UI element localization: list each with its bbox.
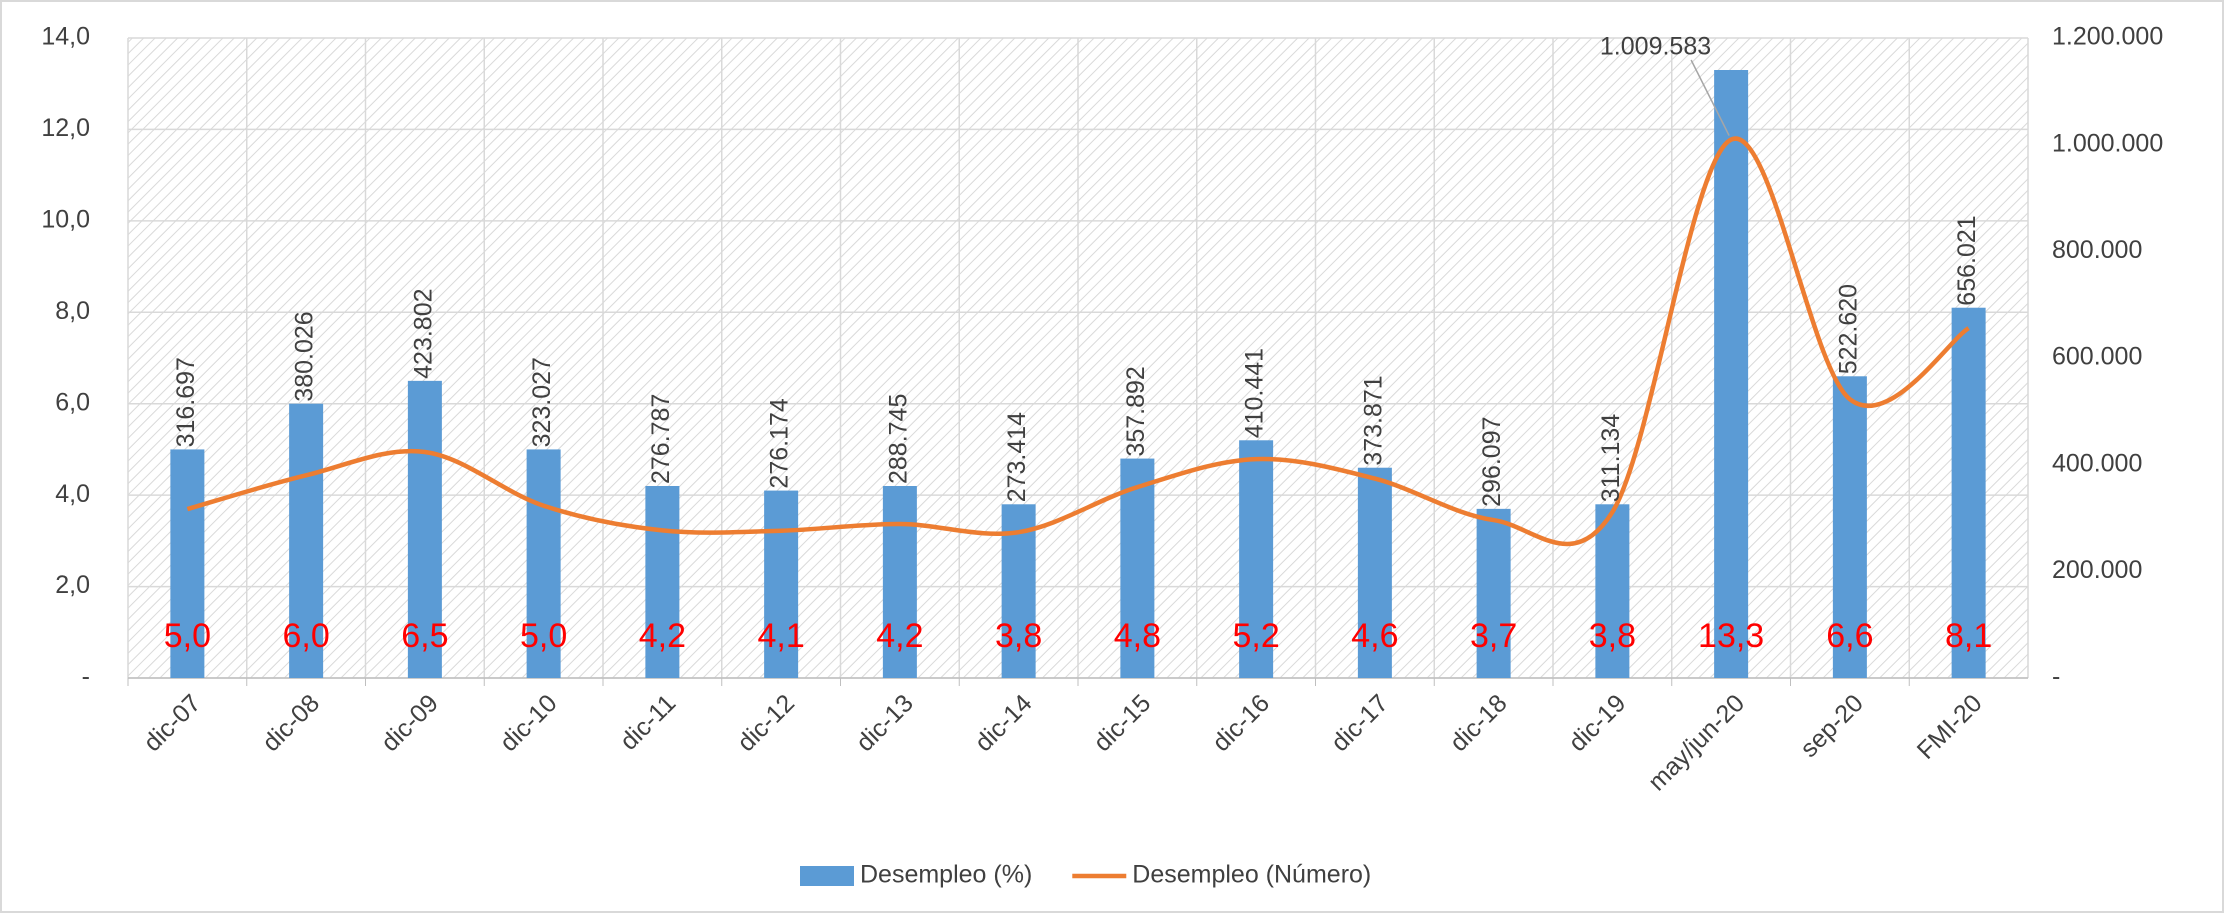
line-value-label: 380.026 bbox=[291, 311, 319, 401]
x-tick-label: FMI-20 bbox=[1912, 689, 1988, 765]
y-tick-label: 14,0 bbox=[41, 23, 90, 51]
bar-value-label: 5,0 bbox=[164, 617, 211, 655]
bar bbox=[764, 490, 799, 678]
bar bbox=[882, 486, 917, 678]
legend-swatch bbox=[800, 866, 854, 886]
bar bbox=[289, 403, 324, 678]
line-value-label: 323.027 bbox=[528, 357, 556, 447]
x-tick-label: dic-19 bbox=[1563, 689, 1631, 757]
x-tick-label: dic-18 bbox=[1445, 689, 1513, 757]
bar-value-label: 4,8 bbox=[1114, 617, 1161, 655]
line bbox=[186, 136, 1970, 547]
bar bbox=[407, 380, 442, 678]
bar-value-label: 3,8 bbox=[1589, 617, 1636, 655]
bar-value-label: 5,0 bbox=[520, 617, 567, 655]
line-value-label: 423.802 bbox=[409, 288, 437, 378]
line-value-label: 296.097 bbox=[1478, 416, 1506, 506]
x-tick-label: dic-10 bbox=[495, 689, 563, 757]
line-value-label: 522.620 bbox=[1834, 284, 1862, 374]
bar-value-label: 6,0 bbox=[282, 617, 329, 655]
y-tick-label: 10,0 bbox=[41, 205, 90, 233]
x-tick-label: dic-14 bbox=[970, 689, 1038, 757]
bar-value-label: 4,2 bbox=[876, 617, 923, 655]
x-tick-label: dic-17 bbox=[1326, 689, 1394, 757]
bar-value-label: 4,2 bbox=[639, 617, 686, 655]
x-tick-label: dic-13 bbox=[851, 689, 919, 757]
x-tick-label: dic-16 bbox=[1207, 689, 1275, 757]
line-value-label: 1.009.583 bbox=[1600, 33, 1711, 61]
y2-tick-label: 600.000 bbox=[2052, 343, 2142, 371]
y-tick-label: 4,0 bbox=[55, 480, 90, 508]
bar bbox=[1476, 508, 1511, 678]
bar-value-label: 8,1 bbox=[1945, 617, 1992, 655]
leader-line bbox=[1690, 59, 1730, 136]
x-tick-label: dic-08 bbox=[257, 689, 325, 757]
line-value-label: 273.414 bbox=[1003, 412, 1031, 502]
line-value-label: 316.697 bbox=[172, 357, 200, 447]
y-tick-label: 8,0 bbox=[55, 297, 90, 325]
x-tick-label: dic-07 bbox=[138, 689, 206, 757]
y-tick-label: - bbox=[82, 663, 90, 691]
x-tick-label: may/jun-20 bbox=[1643, 689, 1750, 796]
legend-label: Desempleo (%) bbox=[860, 861, 1032, 889]
bar bbox=[1951, 307, 1986, 678]
bar bbox=[1120, 458, 1155, 678]
y2-tick-label: 1.000.000 bbox=[2052, 129, 2163, 157]
y-tick-label: 2,0 bbox=[55, 571, 90, 599]
line-value-label: 311.134 bbox=[1597, 414, 1625, 503]
y2-tick-label: - bbox=[2052, 663, 2060, 691]
y2-tick-label: 1.200.000 bbox=[2052, 23, 2163, 51]
line-value-label: 276.174 bbox=[766, 398, 794, 488]
line-value-label: 656.021 bbox=[1953, 215, 1981, 305]
bar bbox=[1357, 467, 1392, 678]
x-tick-label: dic-12 bbox=[732, 689, 800, 757]
y2-tick-label: 400.000 bbox=[2052, 449, 2142, 477]
bar bbox=[645, 486, 680, 678]
legend-label: Desempleo (Número) bbox=[1132, 861, 1371, 889]
line-value-label: 276.787 bbox=[647, 394, 675, 484]
line-value-label: 357.892 bbox=[1122, 366, 1150, 456]
bar-value-label: 13,3 bbox=[1698, 617, 1764, 655]
line-value-label: 410.441 bbox=[1241, 348, 1269, 438]
bar bbox=[1832, 376, 1867, 678]
bar-value-label: 4,6 bbox=[1351, 617, 1398, 655]
y-tick-label: 12,0 bbox=[41, 114, 90, 142]
bar-value-label: 3,7 bbox=[1470, 617, 1517, 655]
bar bbox=[1714, 70, 1749, 678]
bar-value-label: 3,8 bbox=[995, 617, 1042, 655]
bar-value-label: 4,1 bbox=[757, 617, 804, 655]
y-tick-label: 6,0 bbox=[55, 388, 90, 416]
bar-value-label: 6,6 bbox=[1826, 617, 1873, 655]
bar-value-label: 6,5 bbox=[401, 617, 448, 655]
x-tick-label: dic-09 bbox=[376, 689, 444, 757]
x-tick-label: dic-15 bbox=[1088, 689, 1156, 757]
x-tick-label: dic-11 bbox=[615, 689, 682, 756]
bar bbox=[170, 449, 205, 678]
bar bbox=[526, 449, 561, 678]
y2-tick-label: 200.000 bbox=[2052, 556, 2142, 584]
bar bbox=[1595, 504, 1630, 678]
bar-value-label: 5,2 bbox=[1232, 617, 1279, 655]
line-value-label: 288.745 bbox=[884, 394, 912, 484]
x-tick-label: sep-20 bbox=[1795, 689, 1869, 763]
bar bbox=[1239, 440, 1274, 678]
y2-tick-label: 800.000 bbox=[2052, 236, 2142, 264]
line-value-label: 373.871 bbox=[1359, 375, 1387, 465]
